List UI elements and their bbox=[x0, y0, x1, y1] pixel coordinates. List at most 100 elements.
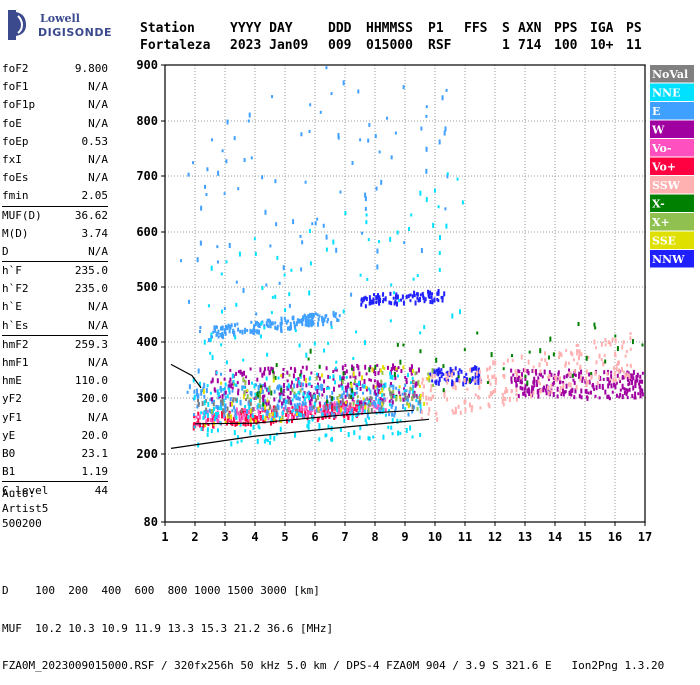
grid-dot bbox=[225, 188, 226, 189]
grid-dot bbox=[345, 218, 346, 219]
grid-dot bbox=[591, 176, 592, 177]
grid-dot bbox=[345, 467, 346, 468]
grid-dot bbox=[633, 176, 634, 177]
grid-dot bbox=[285, 293, 286, 294]
grid-dot bbox=[375, 440, 376, 441]
grid-dot bbox=[441, 287, 442, 288]
grid-dot bbox=[495, 293, 496, 294]
grid-dot bbox=[255, 218, 256, 219]
grid-dot bbox=[315, 74, 316, 75]
grid-dot bbox=[465, 365, 466, 366]
grid-dot bbox=[567, 454, 568, 455]
grid-dot bbox=[441, 176, 442, 177]
grid-dot bbox=[375, 143, 376, 144]
grid-dot bbox=[255, 446, 256, 447]
grid-dot bbox=[306, 342, 307, 343]
echo-point-e bbox=[362, 392, 364, 395]
grid-dot bbox=[450, 232, 451, 233]
grid-dot bbox=[525, 170, 526, 171]
grid-dot bbox=[204, 232, 205, 233]
grid-dot bbox=[285, 296, 286, 297]
grid-dot bbox=[192, 287, 193, 288]
grid-dot bbox=[255, 344, 256, 345]
grid-dot bbox=[288, 232, 289, 233]
grid-dot bbox=[495, 482, 496, 483]
grid-dot bbox=[525, 232, 526, 233]
grid-dot bbox=[195, 365, 196, 366]
grid-dot bbox=[201, 176, 202, 177]
echo-point-e bbox=[193, 390, 195, 394]
echo-point-w bbox=[358, 371, 360, 376]
grid-dot bbox=[402, 176, 403, 177]
grid-dot bbox=[195, 323, 196, 324]
grid-dot bbox=[465, 197, 466, 198]
grid-dot bbox=[465, 272, 466, 273]
grid-dot bbox=[618, 342, 619, 343]
grid-dot bbox=[555, 488, 556, 489]
grid-dot bbox=[615, 479, 616, 480]
grid-dot bbox=[327, 287, 328, 288]
grid-dot bbox=[345, 353, 346, 354]
grid-dot bbox=[375, 185, 376, 186]
grid-dot bbox=[525, 242, 526, 243]
grid-dot bbox=[315, 518, 316, 519]
grid-dot bbox=[633, 232, 634, 233]
grid-dot bbox=[195, 140, 196, 141]
grid-dot bbox=[552, 176, 553, 177]
grid-dot bbox=[555, 275, 556, 276]
grid-dot bbox=[321, 176, 322, 177]
grid-dot bbox=[243, 176, 244, 177]
grid-dot bbox=[564, 342, 565, 343]
grid-dot bbox=[180, 121, 181, 122]
grid-dot bbox=[525, 293, 526, 294]
grid-dot bbox=[615, 437, 616, 438]
echo-point-e bbox=[231, 409, 233, 412]
grid-dot bbox=[483, 176, 484, 177]
grid-dot bbox=[615, 317, 616, 318]
grid-dot bbox=[612, 342, 613, 343]
grid-dot bbox=[615, 497, 616, 498]
grid-dot bbox=[624, 287, 625, 288]
grid-dot bbox=[318, 454, 319, 455]
grid-dot bbox=[405, 479, 406, 480]
grid-dot bbox=[498, 342, 499, 343]
grid-dot bbox=[312, 121, 313, 122]
grid-dot bbox=[321, 398, 322, 399]
grid-dot bbox=[486, 454, 487, 455]
echo-point-e bbox=[217, 330, 219, 335]
grid-dot bbox=[615, 239, 616, 240]
grid-dot bbox=[303, 287, 304, 288]
grid-dot bbox=[315, 161, 316, 162]
grid-dot bbox=[615, 323, 616, 324]
grid-dot bbox=[615, 233, 616, 234]
grid-dot bbox=[465, 221, 466, 222]
grid-dot bbox=[435, 326, 436, 327]
grid-dot bbox=[531, 232, 532, 233]
grid-dot bbox=[615, 80, 616, 81]
grid-dot bbox=[435, 446, 436, 447]
grid-dot bbox=[600, 342, 601, 343]
grid-dot bbox=[555, 92, 556, 93]
grid-dot bbox=[585, 272, 586, 273]
grid-dot bbox=[375, 425, 376, 426]
grid-dot bbox=[636, 287, 637, 288]
grid-dot bbox=[255, 77, 256, 78]
grid-dot bbox=[555, 419, 556, 420]
grid-dot bbox=[375, 326, 376, 327]
grid-dot bbox=[195, 107, 196, 108]
grid-dot bbox=[285, 173, 286, 174]
grid-dot bbox=[495, 425, 496, 426]
grid-dot bbox=[225, 458, 226, 459]
grid-dot bbox=[285, 359, 286, 360]
grid-dot bbox=[585, 347, 586, 348]
grid-dot bbox=[609, 232, 610, 233]
grid-dot bbox=[345, 302, 346, 303]
grid-dot bbox=[585, 146, 586, 147]
grid-dot bbox=[612, 398, 613, 399]
grid-dot bbox=[615, 113, 616, 114]
grid-dot bbox=[255, 248, 256, 249]
echo-point-e bbox=[300, 319, 302, 322]
grid-dot bbox=[495, 308, 496, 309]
grid-dot bbox=[315, 146, 316, 147]
grid-dot bbox=[555, 311, 556, 312]
